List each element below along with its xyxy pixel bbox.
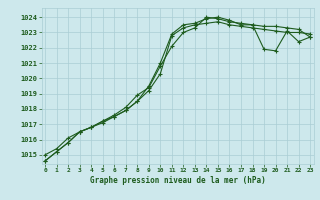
X-axis label: Graphe pression niveau de la mer (hPa): Graphe pression niveau de la mer (hPa) bbox=[90, 176, 266, 185]
